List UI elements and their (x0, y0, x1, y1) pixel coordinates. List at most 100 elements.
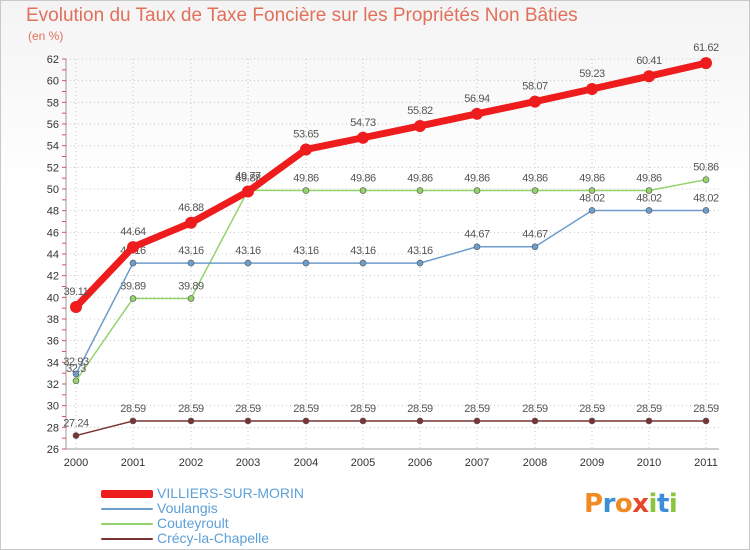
data-point-couteyroult (416, 187, 424, 194)
x-tick-label: 2001 (121, 457, 145, 469)
data-point-voulangis (702, 207, 710, 214)
legend-swatch-voulangis (101, 507, 153, 510)
x-tick-label: 2011 (694, 457, 718, 469)
data-label-villiers: 55.82 (407, 105, 433, 117)
y-tick-label: 28 (47, 422, 59, 434)
data-point-villiers (700, 57, 712, 70)
y-tick-label: 26 (47, 444, 59, 456)
x-tick-label: 2005 (351, 457, 375, 469)
data-point-voulangis (531, 243, 539, 251)
data-label-villiers: 46.88 (178, 202, 204, 214)
data-point-crecy (702, 417, 710, 425)
data-point-voulangis (129, 259, 137, 267)
data-point-voulangis (359, 259, 367, 267)
data-label-couteyroult: 49.86 (407, 173, 433, 185)
data-label-crecy: 28.59 (522, 403, 548, 415)
data-label-villiers: 54.73 (350, 117, 376, 129)
logo-letter: x (632, 489, 649, 519)
data-point-voulangis (187, 259, 195, 267)
data-point-crecy (129, 417, 137, 425)
data-point-couteyroult (129, 295, 137, 302)
y-tick-label: 60 (47, 76, 59, 88)
y-tick-label: 36 (47, 336, 59, 348)
logo-letter: i (648, 489, 658, 519)
legend-label-villiers: VILLIERS-SUR-MORIN (157, 485, 305, 501)
chart-title: Evolution du Taux de Taxe Foncière sur l… (26, 5, 578, 26)
data-label-couteyroult: 39.89 (120, 281, 146, 293)
data-label-crecy: 28.59 (293, 403, 319, 415)
data-label-voulangis: 43.16 (407, 245, 433, 257)
data-label-voulangis: 43.16 (235, 245, 261, 257)
data-point-villiers (70, 300, 82, 313)
data-point-voulangis (244, 259, 252, 267)
y-tick-label: 56 (47, 119, 59, 131)
data-point-crecy (531, 417, 539, 425)
data-label-voulangis: 48.02 (636, 192, 662, 204)
data-point-couteyroult (359, 187, 367, 194)
data-label-crecy: 28.59 (464, 403, 490, 415)
y-tick-label: 54 (47, 141, 59, 153)
data-point-villiers (643, 70, 655, 83)
data-point-crecy (416, 417, 424, 425)
data-label-crecy: 28.59 (120, 403, 146, 415)
series-line-crecy (75, 420, 707, 437)
legend-swatch-villiers (101, 489, 153, 498)
data-label-villiers: 58.07 (522, 81, 548, 93)
y-tick-label: 50 (47, 184, 59, 196)
data-label-crecy: 28.59 (178, 403, 204, 415)
x-tick-label: 2006 (408, 457, 432, 469)
data-label-voulangis: 43.16 (293, 245, 319, 257)
data-point-voulangis (473, 243, 481, 251)
x-tick-label: 2002 (179, 457, 203, 469)
data-point-villiers (242, 185, 254, 198)
data-point-couteyroult (187, 295, 195, 302)
x-tick-label: 2000 (64, 457, 88, 469)
x-tick-label: 2009 (580, 457, 604, 469)
y-tick-label: 42 (47, 271, 59, 283)
y-tick-label: 34 (47, 357, 59, 369)
data-label-voulangis: 44.67 (464, 229, 490, 241)
y-tick-label: 62 (47, 54, 59, 66)
data-label-voulangis: 32.93 (63, 356, 89, 368)
data-label-villiers: 44.64 (120, 226, 146, 238)
y-tick-label: 44 (47, 249, 59, 261)
data-point-crecy (588, 417, 596, 425)
data-point-voulangis (588, 207, 596, 214)
data-point-crecy (72, 432, 80, 439)
data-label-crecy: 28.59 (235, 403, 261, 415)
data-point-villiers (414, 119, 426, 132)
series-line-couteyroult (75, 178, 707, 382)
data-point-crecy (645, 417, 653, 425)
legend-item-villiers: VILLIERS-SUR-MORIN (101, 485, 401, 501)
y-tick-label: 52 (47, 162, 59, 174)
legend-item-voulangis: Voulangis (101, 500, 401, 516)
data-point-crecy (359, 417, 367, 425)
data-point-couteyroult (72, 377, 80, 385)
proxiti-logo: Proxiti (584, 489, 678, 519)
legend-swatch-couteyroult (101, 522, 153, 525)
x-tick-label: 2004 (294, 457, 318, 469)
data-point-crecy (302, 417, 310, 425)
logo-letter: t (656, 489, 669, 519)
x-tick-label: 2008 (523, 457, 547, 469)
data-label-voulangis: 43.16 (178, 245, 204, 257)
data-label-crecy: 28.59 (636, 403, 662, 415)
data-label-voulangis: 43.16 (350, 245, 376, 257)
legend-item-crecy: Crécy-la-Chapelle (101, 530, 401, 546)
data-label-voulangis: 44.67 (522, 229, 548, 241)
legend-label-couteyroult: Couteyroult (157, 515, 229, 531)
data-label-couteyroult: 50.86 (693, 162, 719, 174)
legend-swatch-crecy (101, 537, 153, 540)
data-label-couteyroult: 49.88 (235, 172, 261, 184)
y-tick-label: 46 (47, 227, 59, 239)
legend-label-crecy: Crécy-la-Chapelle (157, 530, 270, 546)
data-label-villiers: 53.65 (293, 128, 319, 140)
data-point-couteyroult (302, 187, 310, 194)
y-tick-label: 32 (47, 379, 59, 391)
data-point-villiers (127, 241, 139, 254)
data-point-couteyroult (588, 187, 596, 194)
data-point-couteyroult (473, 187, 481, 194)
data-point-villiers (185, 216, 197, 229)
data-label-villiers: 61.62 (693, 42, 719, 54)
